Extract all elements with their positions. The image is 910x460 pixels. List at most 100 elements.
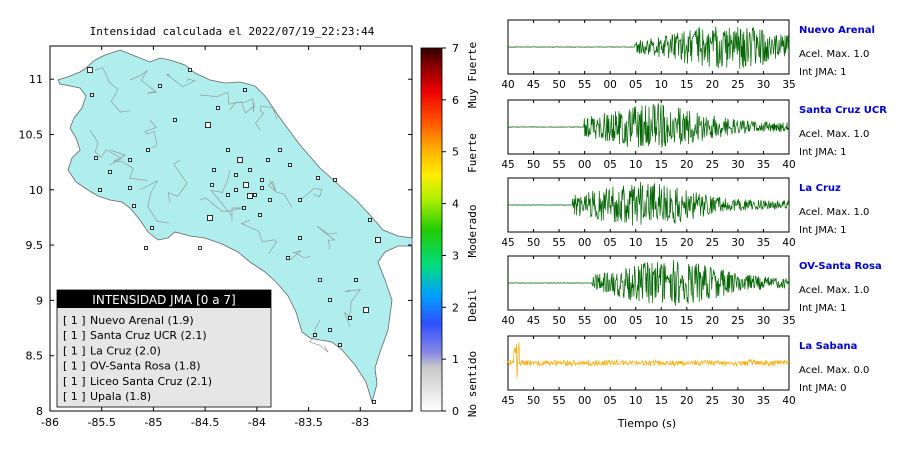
road-line [166, 73, 197, 88]
legend-item-level: [ 1 ] [63, 344, 86, 357]
road-line [268, 179, 293, 208]
road-line [199, 197, 243, 222]
map-x-tick-label: -85 [144, 416, 162, 429]
station-marker [316, 176, 320, 180]
station-marker [132, 204, 136, 208]
station-accel: Acel. Max. 0.0 [799, 365, 869, 376]
colorbar: 0 1 2 3 4 5 6 7 No sentido Debil Moderado Fuerte Mu… [420, 42, 479, 418]
waveform-tick-label: 50 [552, 79, 565, 91]
legend-item-label: Santa Cruz UCR (2.1) [90, 329, 207, 342]
map-x-tick-label: -86 [41, 416, 59, 429]
map-y-tick-label: 9 [36, 294, 43, 307]
waveform-tick-label: 45 [527, 79, 540, 91]
waveform-trace [507, 342, 790, 379]
waveform-panels: 40 45 50 55 00 05 10 15 20 25 30 35 Nuevo Arenal Acel… [501, 19, 887, 407]
station-marker [266, 158, 270, 162]
legend-item-label: Liceo Santa Cruz (2.1) [90, 375, 212, 388]
station-marker [198, 246, 202, 250]
station-marker [328, 328, 332, 332]
legend-item-level: [ 1 ] [63, 314, 86, 327]
station-name: Nuevo Arenal [799, 25, 875, 36]
road-line [289, 250, 311, 261]
waveform-tick-label: 50 [527, 395, 540, 407]
colorbar-label: Muy Fuerte [466, 42, 479, 108]
road-line [343, 289, 362, 328]
station-intensity: Int JMA: 1 [799, 303, 847, 314]
waveform-tick-label: 15 [655, 159, 668, 171]
legend-box [56, 289, 272, 408]
station-marker [205, 122, 211, 128]
map-x-tick-label: -85.5 [87, 416, 115, 429]
waveform-tick-label: 55 [578, 315, 591, 327]
waveform-tick-label: 00 [578, 395, 591, 407]
waveform-tick-label: 30 [731, 395, 744, 407]
waveform-panel: 40 45 50 55 00 05 10 15 20 25 30 35 OV-Santa Rosa Ace… [501, 255, 882, 327]
waveform-tick-label: 45 [527, 315, 540, 327]
country-shape [57, 49, 413, 404]
waveform-tick-label: 00 [578, 159, 591, 171]
station-accel: Acel. Max. 1.0 [799, 129, 869, 140]
waveform-tick-label: 05 [629, 79, 642, 91]
legend-title: INTENSIDAD JMA [0 a 7] [92, 293, 235, 307]
station-marker [328, 298, 332, 302]
station-marker [338, 343, 342, 347]
waveform-tick-label: 55 [552, 395, 565, 407]
waveform-tick-label: 55 [552, 237, 565, 249]
station-marker [210, 183, 214, 187]
station-marker [260, 178, 264, 182]
station-marker [90, 93, 94, 97]
station-marker [226, 148, 230, 152]
waveform-tick-label: 15 [655, 395, 668, 407]
waveform-tick-label: 00 [578, 237, 591, 249]
time-axis-label: Tiempo (s) [617, 417, 676, 430]
waveform-tick-label: 35 [757, 159, 770, 171]
waveform-tick-label: 50 [527, 159, 540, 171]
waveform-panel: 45 50 55 00 05 10 15 20 25 30 35 40 Santa Cruz UCR Ac… [501, 99, 887, 171]
station-name: La Cruz [799, 183, 841, 194]
waveform-tick-label: 10 [655, 79, 668, 91]
waveform-tick-label: 55 [578, 79, 591, 91]
station-accel: Acel. Max. 1.0 [799, 49, 869, 60]
waveform-tick-label: 20 [680, 237, 693, 249]
map-panel: -86 -85.5 -85 -84.5 -84 -83.5 -83 11 10.5 10 9.5 9… [19, 45, 413, 429]
waveform-tick-label: 35 [782, 79, 795, 91]
map-x-tick-label: -83.5 [294, 416, 322, 429]
waveform-tick-label: 35 [782, 315, 795, 327]
waveform-tick-label: 50 [552, 315, 565, 327]
map-y-tick-label: 11 [29, 73, 43, 86]
legend-header [57, 290, 271, 308]
colorbar-tick-label: 5 [452, 146, 459, 159]
station-marker [150, 226, 154, 230]
legend-item-level: [ 1 ] [63, 390, 86, 403]
waveform-tick-label: 40 [501, 315, 514, 327]
waveform-panel: 40 45 50 55 00 05 10 15 20 25 30 35 Nuevo Arenal Acel… [501, 19, 875, 91]
station-marker [146, 148, 150, 152]
legend-item-label: La Cruz (2.0) [90, 344, 161, 357]
map-legend: INTENSIDAD JMA [0 a 7] [ 1 ] Nuevo Arenal… [56, 289, 272, 408]
road-line [308, 319, 329, 353]
colorbar-tick-label: 0 [452, 405, 459, 418]
station-marker [286, 256, 290, 260]
station-name: OV-Santa Rosa [799, 261, 882, 272]
road-line [89, 129, 123, 166]
station-marker [258, 213, 262, 217]
station-marker [375, 237, 381, 243]
waveform-tick-label: 20 [680, 395, 693, 407]
station-marker [333, 178, 337, 182]
station-marker [94, 156, 98, 160]
station-marker [188, 68, 192, 72]
road-line [144, 119, 158, 149]
waveform-panel: 45 50 55 00 05 10 15 20 25 30 35 40 La Cruz Acel. Max… [501, 177, 869, 249]
station-accel: Acel. Max. 1.0 [799, 207, 869, 218]
waveform-tick-label: 45 [501, 159, 514, 171]
waveform-tick-label: 05 [603, 395, 616, 407]
station-marker [260, 186, 264, 190]
station-marker [144, 246, 148, 250]
waveform-tick-label: 35 [757, 237, 770, 249]
road-line [299, 188, 323, 201]
waveform-tick-label: 45 [501, 395, 514, 407]
station-marker [98, 188, 102, 192]
legend-item-label: Nuevo Arenal (1.9) [90, 314, 194, 327]
map-y-tick-label: 10.5 [19, 128, 44, 141]
